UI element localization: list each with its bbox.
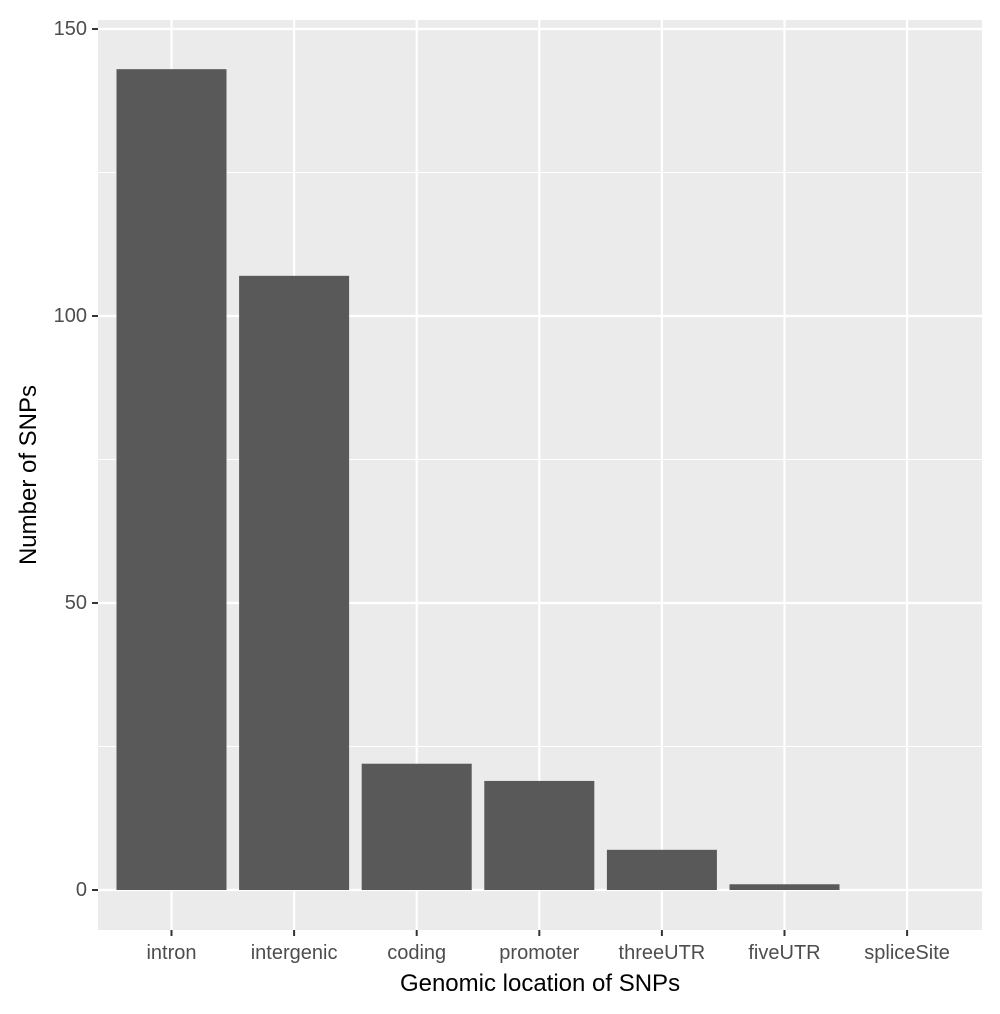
bar-coding	[361, 763, 472, 890]
x-tick-label-intron: intron	[146, 942, 196, 964]
bar-intergenic	[239, 275, 350, 890]
bar-threeUTR	[606, 849, 717, 890]
x-tick-label-threeUTR: threeUTR	[619, 942, 706, 964]
bar-promoter	[484, 780, 595, 890]
bar-fiveUTR	[729, 884, 840, 890]
y-tick-label: 50	[65, 592, 87, 614]
x-tick-label-coding: coding	[387, 942, 446, 964]
x-axis-title: Genomic location of SNPs	[400, 970, 680, 997]
bar-intron	[116, 69, 227, 891]
y-tick-label: 150	[54, 18, 87, 40]
x-axis: intron intergenic coding promoter threeUTR fi…	[146, 930, 950, 964]
x-tick-label-spliceSite: spliceSite	[864, 942, 950, 964]
y-tick-label: 0	[76, 879, 87, 901]
x-tick-label-intergenic: intergenic	[251, 942, 338, 964]
x-tick-label-fiveUTR: fiveUTR	[748, 942, 820, 964]
bars	[116, 69, 840, 891]
y-axis-title: Number of SNPs	[15, 385, 42, 565]
y-tick-label: 100	[54, 305, 87, 327]
y-axis: 0 50 100 150	[54, 18, 98, 901]
x-tick-label-promoter: promoter	[499, 942, 579, 964]
